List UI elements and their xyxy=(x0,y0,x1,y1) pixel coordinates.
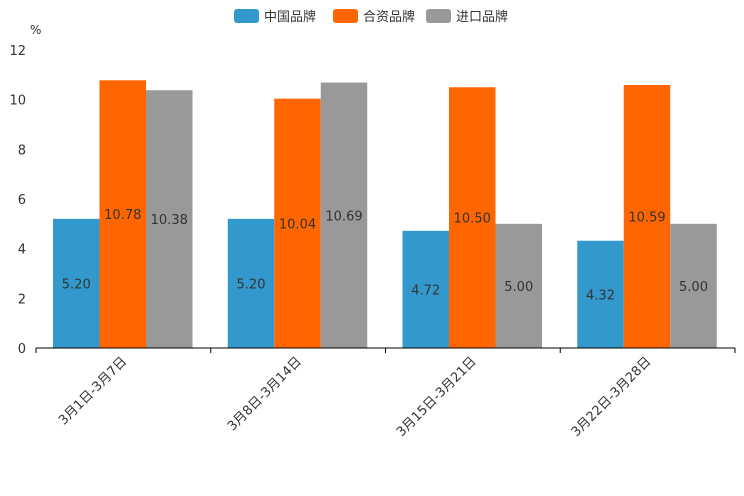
bar xyxy=(670,223,717,348)
bar xyxy=(449,87,496,348)
bar-data-label: 10.50 xyxy=(454,212,491,227)
bar xyxy=(53,218,100,348)
x-tick-label: 3月8日-3月14日 xyxy=(225,354,305,434)
legend-label: 中国品牌 xyxy=(264,9,316,25)
bar-data-label: 10.69 xyxy=(325,209,362,224)
x-axis: 3月1日-3月7日 3月8日-3月14日 3月15日-3月21日 3月22日-3月28… xyxy=(35,347,736,440)
x-tick-label: 3月1日-3月7日 xyxy=(56,354,130,428)
bar xyxy=(274,98,321,348)
legend: 中国品牌 合资品牌 进口品牌 xyxy=(234,9,508,25)
bars-group: 5.20 10.78 10.38 5.20 10.04 10.69 4.72 10.50 5.0… xyxy=(53,80,717,349)
bar xyxy=(495,223,542,348)
bar xyxy=(227,218,275,348)
x-tick-label: 3月22日-3月28日 xyxy=(569,354,655,440)
bar-data-label: 4.72 xyxy=(411,283,440,298)
bar xyxy=(402,230,449,348)
bar-data-label: 5.00 xyxy=(504,280,533,295)
bar-data-label: 10.38 xyxy=(151,213,188,228)
bar-data-label: 5.20 xyxy=(237,277,266,292)
x-tick-label: 3月15日-3月21日 xyxy=(394,354,480,440)
y-tick-label: 8 xyxy=(18,143,26,158)
bar xyxy=(623,85,671,348)
legend-swatch xyxy=(333,9,358,23)
y-tick-label: 4 xyxy=(18,243,26,258)
legend-swatch xyxy=(426,9,451,23)
y-axis-unit-label: % xyxy=(30,23,41,37)
bar xyxy=(577,240,624,348)
bar-data-label: 5.00 xyxy=(679,280,708,295)
y-tick-label: 2 xyxy=(18,292,26,307)
bar-data-label: 4.32 xyxy=(586,288,615,303)
bar xyxy=(320,82,368,348)
bar xyxy=(99,80,146,349)
y-tick-label: 12 xyxy=(9,44,26,59)
bar-data-label: 10.78 xyxy=(104,208,141,223)
legend-label: 进口品牌 xyxy=(456,9,508,25)
y-axis: 0 2 4 6 8 10 12 xyxy=(9,44,26,357)
y-tick-label: 0 xyxy=(18,342,26,357)
y-tick-label: 6 xyxy=(18,193,26,208)
legend-label: 合资品牌 xyxy=(363,9,415,25)
bar-data-label: 5.20 xyxy=(62,277,91,292)
legend-swatch xyxy=(234,9,259,23)
bar-data-label: 10.59 xyxy=(628,211,665,226)
bar-data-label: 10.04 xyxy=(279,217,316,232)
y-tick-label: 10 xyxy=(9,94,26,109)
bar xyxy=(146,90,193,348)
